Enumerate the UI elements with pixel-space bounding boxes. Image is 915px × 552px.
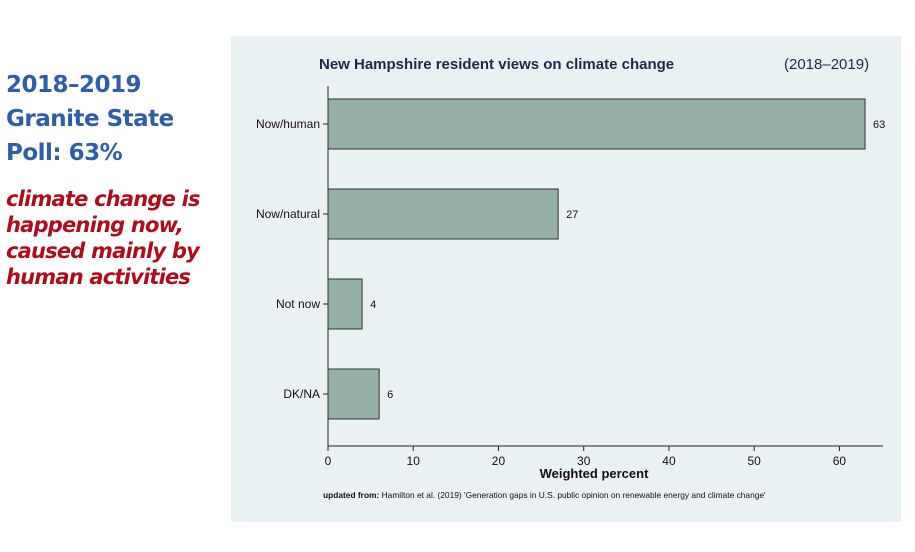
y-tick-label: Now/human xyxy=(256,117,320,131)
side-heading: 2018–2019 Granite State Poll: 63% xyxy=(6,68,216,170)
y-tick-label: Now/natural xyxy=(256,207,320,221)
y-tick-label: DK/NA xyxy=(283,387,320,401)
data-label: 27 xyxy=(566,209,578,221)
side-sub-line: caused mainly by xyxy=(6,239,200,263)
side-heading-line: Poll: 63% xyxy=(6,140,123,166)
source-note: updated from: Hamilton et al. (2019) 'Ge… xyxy=(323,490,766,500)
bar-chart: New Hampshire resident views on climate … xyxy=(256,56,885,500)
side-heading-line: 2018–2019 xyxy=(6,72,142,98)
data-label: 63 xyxy=(873,119,885,131)
x-tick-label: 60 xyxy=(833,454,847,468)
chart-subtitle: (2018–2019) xyxy=(784,56,869,73)
source-note-prefix: updated from: xyxy=(323,490,382,500)
side-sub-line: happening now, xyxy=(6,213,184,237)
x-tick-label: 10 xyxy=(407,454,421,468)
bar-dk-na xyxy=(327,368,380,420)
side-sub-line: climate change is xyxy=(6,187,201,211)
x-tick-label: 0 xyxy=(325,454,332,468)
chart-panel: New Hampshire resident views on climate … xyxy=(231,36,901,522)
bar-now-human xyxy=(327,98,866,150)
x-tick-label: 20 xyxy=(492,454,506,468)
bar-not-now xyxy=(327,278,363,330)
y-tick-label: Not now xyxy=(276,297,320,311)
x-tick-label: 50 xyxy=(748,454,762,468)
side-heading-line: Granite State xyxy=(6,106,174,132)
side-subheading: climate change is happening now, caused … xyxy=(6,186,221,290)
chart-title: New Hampshire resident views on climate … xyxy=(319,56,674,73)
side-sub-line: human activities xyxy=(6,265,191,289)
x-tick-label: 30 xyxy=(577,454,591,468)
data-label: 4 xyxy=(370,299,376,311)
source-note-text: Hamilton et al. (2019) 'Generation gaps … xyxy=(382,490,766,500)
data-label: 6 xyxy=(387,389,393,401)
x-tick-label: 40 xyxy=(662,454,676,468)
x-axis-label: Weighted percent xyxy=(540,466,650,481)
bar-now-natural xyxy=(327,188,559,240)
